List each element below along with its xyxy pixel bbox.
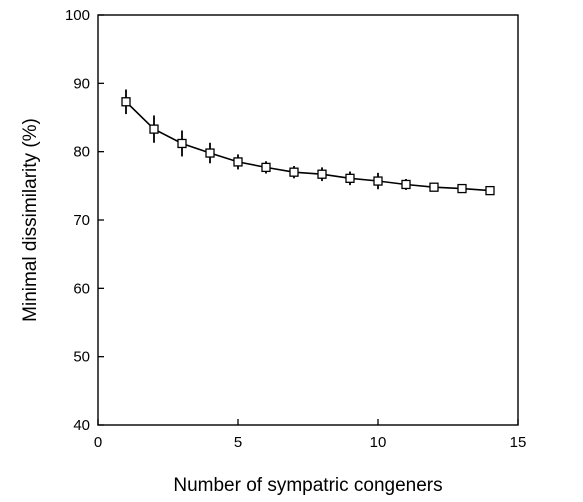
data-point bbox=[121, 97, 131, 107]
data-point bbox=[401, 179, 411, 190]
y-tick-label: 80 bbox=[73, 144, 90, 161]
y-tick-label: 100 bbox=[65, 7, 90, 24]
axis-ticks bbox=[97, 14, 519, 426]
data-point bbox=[261, 162, 271, 173]
data-point bbox=[233, 157, 243, 167]
data-point bbox=[457, 183, 467, 194]
data-point bbox=[205, 148, 215, 158]
x-tick-label: 15 bbox=[510, 434, 527, 451]
data-point bbox=[429, 182, 439, 192]
series-line bbox=[125, 101, 491, 192]
axis-tick-labels: 0 5 10 15 40 50 60 70 80 90 100 bbox=[65, 7, 526, 451]
data-point bbox=[177, 138, 187, 149]
data-point bbox=[345, 173, 355, 183]
plot-frame bbox=[97, 14, 519, 426]
data-point bbox=[317, 169, 327, 179]
data-point bbox=[149, 124, 159, 134]
y-tick-label: 70 bbox=[73, 212, 90, 229]
x-tick-label: 10 bbox=[370, 434, 387, 451]
x-tick-label: 5 bbox=[234, 434, 242, 451]
data-point bbox=[373, 176, 383, 186]
data-markers bbox=[121, 97, 495, 196]
y-tick-label: 90 bbox=[73, 75, 90, 92]
data-point bbox=[289, 167, 299, 177]
data-point bbox=[485, 185, 495, 196]
y-tick-label: 40 bbox=[73, 417, 90, 434]
x-axis-title: Number of sympatric congeners bbox=[173, 475, 442, 496]
y-tick-label: 50 bbox=[73, 349, 90, 366]
x-tick-label: 0 bbox=[94, 434, 102, 451]
y-tick-label: 60 bbox=[73, 280, 90, 297]
y-axis-title: Minimal dissimilarity (%) bbox=[20, 118, 41, 322]
